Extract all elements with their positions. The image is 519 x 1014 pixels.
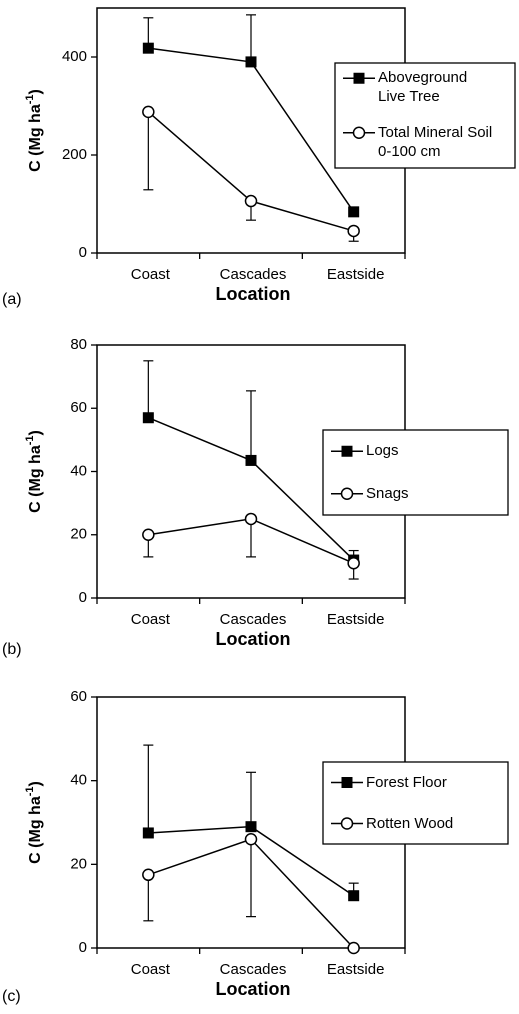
x-tick-label: Eastside [327,961,385,978]
y-tick-label: 0 [79,589,87,606]
y-tick-label: 40 [70,462,87,479]
y-label-sup: -1 [24,436,36,446]
y-tick-label: 20 [70,855,87,872]
marker [352,126,366,139]
x-axis-label: Location [216,284,291,304]
legend-label-box: Total Mineral Soil 0-100 cm [378,123,493,160]
legend-label-box: Aboveground Live Tree [378,69,468,106]
marker [347,224,360,238]
legend-label-box: Logs [366,442,399,460]
x-tick-label: Coast [131,266,171,283]
y-tick-label: 400 [62,48,87,65]
y-axis-label: C (Mg ha-1) [24,781,44,864]
y-tick-label: 60 [70,688,87,705]
legend-label: Aboveground Live Tree [378,69,468,106]
marker [142,827,154,839]
legend: Aboveground Live Tree Total Mineral Soil … [334,62,516,169]
marker [244,512,258,526]
marker [142,868,155,882]
y-label-text: C (Mg ha [27,796,44,864]
y-tick-label: 0 [79,244,87,261]
y-tick-label: 80 [70,336,87,353]
x-tick-label: Eastside [327,611,385,628]
x-axis-label: Location [216,629,291,649]
marker [244,194,258,208]
marker [340,487,354,500]
y-label-end: ) [27,89,44,94]
legend-label: Forest Floor [366,773,447,791]
x-axis-label: Location [216,979,291,999]
legend-box [334,62,516,169]
marker [348,890,360,902]
legend-label: Rotten Wood [366,814,454,832]
y-tick-label: 200 [62,146,87,163]
marker [244,832,258,846]
x-tick-label: Eastside [327,266,385,283]
legend-box [322,761,509,845]
legend-label-box: Snags [366,484,409,502]
panel-label: (c) [2,988,21,1005]
x-tick-label: Coast [131,961,171,978]
y-label-end: ) [27,430,44,435]
y-label-sup: -1 [24,95,36,105]
panel-label: (a) [2,291,22,308]
legend: Forest Floor Rotten Wood [322,761,509,845]
legend: Logs Snags [322,429,509,516]
x-tick-label: Cascades [220,266,287,283]
marker [341,777,353,788]
y-label-sup: -1 [24,787,36,797]
marker [353,72,365,84]
marker [348,206,360,218]
marker [245,821,257,833]
marker [142,42,154,54]
y-tick-label: 60 [70,399,87,416]
x-tick-label: Cascades [220,961,287,978]
legend-label: Logs [366,442,399,460]
y-label-end: ) [27,781,44,786]
y-label-text: C (Mg ha [27,104,44,172]
marker [340,817,354,830]
marker [142,412,154,424]
y-label-text: C (Mg ha [27,445,44,513]
legend-box [322,429,509,516]
marker [245,454,257,466]
y-tick-label: 20 [70,526,87,543]
legend-label: Total Mineral Soil 0-100 cm [378,123,493,160]
marker [341,445,353,457]
series-line [148,47,355,213]
marker [142,105,155,119]
marker [142,528,155,541]
marker [347,556,360,570]
x-tick-label: Coast [131,611,171,628]
marker [347,941,360,955]
y-axis-label: C (Mg ha-1) [24,89,44,172]
y-tick-label: 0 [79,939,87,956]
legend-label-box: Rotten Wood [366,814,454,832]
marker [245,56,257,68]
x-tick-label: Cascades [220,611,287,628]
y-axis-label: C (Mg ha-1) [24,430,44,513]
y-tick-label: 40 [70,772,87,789]
legend-label-box: Forest Floor [366,773,447,791]
legend-label: Snags [366,484,409,502]
panel-label: (b) [2,641,22,658]
